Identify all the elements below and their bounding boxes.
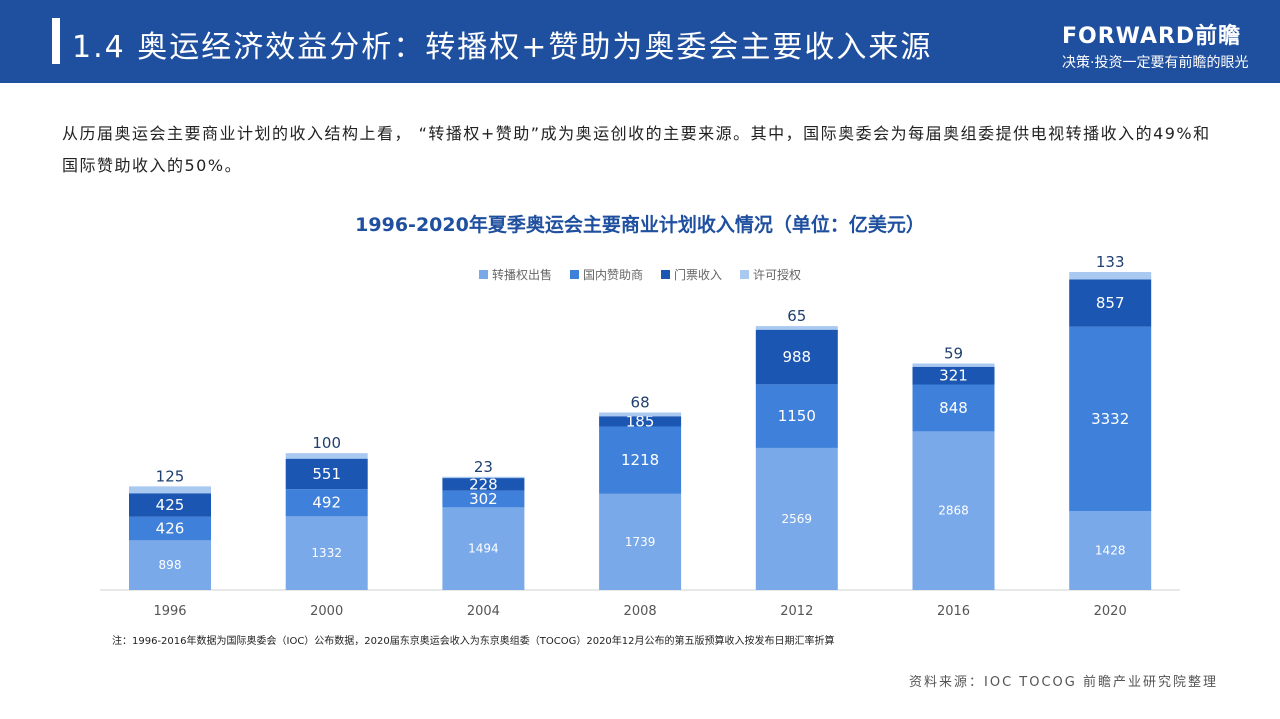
source-text: 资料来源：IOC TOCOG 前瞻产业研究院整理 xyxy=(909,675,1218,690)
bar-segment xyxy=(442,507,525,590)
bar-segment xyxy=(912,366,995,385)
x-tick-label: 2008 xyxy=(624,604,657,619)
logo-main: FORWARD前瞻 xyxy=(1062,24,1242,49)
x-tick-label: 2004 xyxy=(467,604,500,619)
bar-segment xyxy=(129,516,211,541)
bar-segment xyxy=(755,384,838,448)
legend-label: 转播权出售 xyxy=(491,268,552,282)
legend-item: 转播权出售 xyxy=(478,266,552,283)
data-label: 1150 xyxy=(778,407,816,425)
data-label: 100 xyxy=(312,434,341,452)
data-label: 68 xyxy=(631,393,650,411)
data-label: 848 xyxy=(939,399,968,417)
data-label: 133 xyxy=(1096,253,1125,271)
bar-segment xyxy=(755,326,838,330)
data-label: 185 xyxy=(626,412,655,430)
data-label: 59 xyxy=(944,344,963,362)
bar-segment xyxy=(442,476,525,479)
data-label: 3332 xyxy=(1091,410,1129,428)
bar-segment xyxy=(912,363,995,367)
data-label: 65 xyxy=(787,307,806,325)
legend-swatch xyxy=(740,270,750,279)
bar-segment xyxy=(1069,511,1152,590)
data-label: 898 xyxy=(159,558,182,572)
bar-segment xyxy=(1069,326,1152,512)
bar-segment xyxy=(599,416,682,427)
bar-segment xyxy=(285,516,368,590)
x-tick-label: 1996 xyxy=(153,604,186,619)
bar-segment xyxy=(442,490,525,508)
legend-swatch xyxy=(478,270,488,279)
bar-segment xyxy=(442,478,525,491)
bar-segment xyxy=(129,486,211,494)
bar-segment xyxy=(755,329,838,385)
data-label: 2868 xyxy=(938,504,969,518)
data-label: 426 xyxy=(156,520,185,538)
logo: FORWARD前瞻 决策·投资一定要有前瞻的眼光 xyxy=(1062,18,1248,72)
bar-segment xyxy=(599,426,682,494)
bar-segment xyxy=(912,431,995,590)
x-tick-label: 2000 xyxy=(310,604,343,619)
bar-segment xyxy=(912,384,995,432)
x-tick-label: 2016 xyxy=(937,604,970,619)
data-label: 551 xyxy=(312,465,341,483)
data-label: 1739 xyxy=(625,535,656,549)
data-label: 1332 xyxy=(311,546,342,560)
title-accent-bar xyxy=(52,18,60,64)
data-label: 321 xyxy=(939,367,968,385)
legend-label: 国内赞助商 xyxy=(582,268,643,282)
bar-segment xyxy=(599,493,682,590)
x-tick-label: 2020 xyxy=(1094,604,1127,619)
chart-title: 1996-2020年夏季奥运会主要商业计划收入情况（单位：亿美元） xyxy=(355,214,925,236)
data-label: 425 xyxy=(156,496,185,514)
legend-item: 国内赞助商 xyxy=(569,266,643,283)
legend-label: 门票收入 xyxy=(674,268,723,282)
header: 1.4 奥运经济效益分析：转播权+赞助为奥委会主要收入来源 FORWARD前瞻 … xyxy=(0,0,1280,83)
bar-segment xyxy=(129,540,211,590)
data-label: 1428 xyxy=(1095,544,1126,558)
bar-segment xyxy=(285,453,368,459)
legend-label: 许可授权 xyxy=(753,268,802,282)
data-label: 228 xyxy=(469,475,498,493)
bar-segment xyxy=(285,458,368,490)
bar-segment xyxy=(1069,272,1152,280)
page-title: 1.4 奥运经济效益分析：转播权+赞助为奥委会主要收入来源 xyxy=(72,30,933,65)
data-label: 23 xyxy=(474,458,493,476)
x-tick-label: 2012 xyxy=(780,604,813,619)
bar-segment xyxy=(755,447,838,590)
data-label: 857 xyxy=(1096,294,1125,312)
bar-segment xyxy=(285,489,368,517)
bar-segment xyxy=(599,412,682,417)
bar-segment xyxy=(1069,279,1152,327)
data-label: 125 xyxy=(156,467,185,485)
data-label: 1218 xyxy=(621,451,659,469)
data-label: 1494 xyxy=(468,542,499,556)
footnote: 注：1996-2016年数据为国际奥委会（IOC）公布数据，2020届东京奥运会… xyxy=(112,636,835,647)
legend-swatch xyxy=(661,270,670,279)
logo-slogan: 决策·投资一定要有前瞻的眼光 xyxy=(1062,55,1249,71)
legend-item: 许可授权 xyxy=(740,266,801,283)
data-label: 988 xyxy=(782,348,811,366)
legend-swatch xyxy=(569,270,579,279)
data-label: 2569 xyxy=(782,512,813,526)
chart-legend: 转播权出售 国内赞助商 门票收入 许可授权 xyxy=(0,266,1280,283)
intro-text: 从历届奥运会主要商业计划的收入结构上看， “转播权+赞助”成为奥运创收的主要来源… xyxy=(62,124,1211,175)
data-label: 302 xyxy=(469,490,498,508)
bar-segment xyxy=(129,493,211,517)
data-label: 492 xyxy=(312,494,341,512)
legend-item: 门票收入 xyxy=(661,266,722,283)
